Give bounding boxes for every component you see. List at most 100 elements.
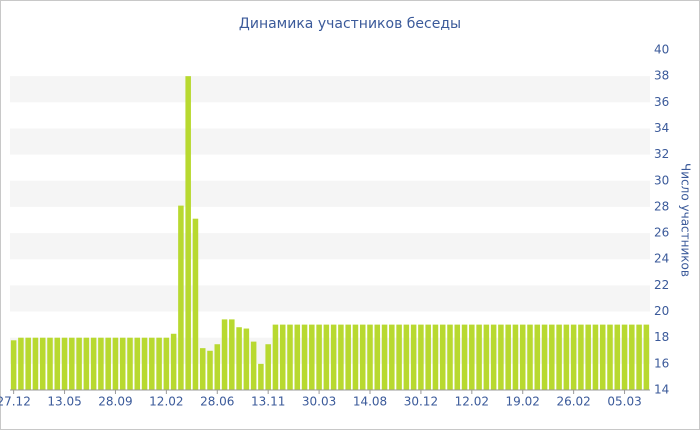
bar bbox=[374, 324, 381, 390]
x-tick-label: 30.03 bbox=[302, 395, 336, 409]
bar bbox=[621, 324, 628, 390]
bar bbox=[425, 324, 431, 390]
x-tick-label: 30.12 bbox=[404, 395, 438, 409]
bar bbox=[432, 324, 439, 390]
bar bbox=[127, 337, 133, 390]
grid-band bbox=[10, 285, 650, 312]
grid-band bbox=[10, 180, 650, 207]
bar bbox=[599, 324, 606, 390]
bar bbox=[265, 344, 271, 390]
bar bbox=[54, 337, 61, 390]
bar bbox=[243, 328, 250, 390]
bar bbox=[10, 340, 17, 390]
bar bbox=[636, 324, 642, 390]
bar bbox=[309, 324, 315, 390]
y-tick-label: 18 bbox=[654, 330, 669, 344]
bar bbox=[549, 324, 555, 390]
bar bbox=[316, 324, 322, 390]
chart-title: Динамика участников беседы bbox=[239, 16, 461, 32]
bar bbox=[556, 324, 562, 390]
bar bbox=[563, 324, 570, 390]
bar bbox=[272, 324, 279, 390]
bar bbox=[469, 324, 475, 390]
bar bbox=[323, 324, 330, 390]
bar bbox=[359, 324, 366, 390]
bar bbox=[47, 337, 53, 390]
x-tick-label: 27.12 bbox=[0, 395, 31, 409]
y-tick-label: 40 bbox=[654, 43, 669, 57]
x-tick-label: 13.05 bbox=[47, 395, 81, 409]
bar bbox=[61, 337, 68, 390]
bar bbox=[519, 324, 526, 390]
bar bbox=[69, 337, 75, 390]
x-tick-label: 12.02 bbox=[149, 395, 183, 409]
y-tick-label: 16 bbox=[654, 356, 669, 370]
bar bbox=[258, 363, 264, 390]
bar bbox=[90, 337, 97, 390]
bar bbox=[381, 324, 388, 390]
bar bbox=[134, 337, 141, 390]
bar bbox=[541, 324, 548, 390]
bar bbox=[447, 324, 453, 390]
bar bbox=[214, 344, 221, 390]
bar bbox=[229, 319, 235, 390]
bar bbox=[76, 337, 82, 390]
x-tick-label: 28.09 bbox=[98, 395, 132, 409]
bar bbox=[301, 324, 308, 390]
bar bbox=[156, 337, 162, 390]
bar bbox=[163, 337, 170, 390]
grid-band bbox=[10, 76, 650, 103]
bar bbox=[279, 324, 286, 390]
bar bbox=[396, 324, 402, 390]
bar bbox=[119, 337, 126, 390]
y-tick-label: 28 bbox=[654, 199, 669, 213]
y-tick-label: 38 bbox=[654, 69, 669, 83]
bar bbox=[221, 319, 228, 390]
bar bbox=[207, 350, 213, 390]
bar bbox=[476, 324, 482, 390]
bar bbox=[105, 337, 111, 390]
bar bbox=[585, 324, 591, 390]
y-tick-label: 34 bbox=[654, 121, 669, 135]
bar bbox=[570, 324, 577, 390]
bar bbox=[83, 337, 90, 390]
y-tick-label: 30 bbox=[654, 173, 669, 187]
bar bbox=[614, 324, 621, 390]
bar bbox=[250, 341, 257, 390]
y-tick-label: 36 bbox=[654, 95, 669, 109]
bar bbox=[141, 337, 148, 390]
bar bbox=[185, 76, 191, 391]
bar bbox=[39, 337, 46, 390]
x-tick-label: 05.03 bbox=[607, 395, 641, 409]
bar bbox=[345, 324, 351, 390]
y-axis-label: Число участников bbox=[679, 163, 693, 277]
bar bbox=[112, 337, 119, 390]
bar bbox=[338, 324, 344, 390]
bar bbox=[410, 324, 417, 390]
x-tick-label: 26.02 bbox=[556, 395, 590, 409]
bar bbox=[32, 337, 39, 390]
bar bbox=[403, 324, 410, 390]
bar bbox=[592, 324, 599, 390]
bar bbox=[330, 324, 337, 390]
bar bbox=[418, 324, 424, 390]
bar bbox=[490, 324, 497, 390]
x-tick-label: 19.02 bbox=[506, 395, 540, 409]
x-tick-label: 28.06 bbox=[200, 395, 234, 409]
y-tick-label: 26 bbox=[654, 226, 669, 240]
bar bbox=[505, 324, 511, 390]
bar bbox=[461, 324, 468, 390]
bar bbox=[18, 337, 24, 390]
bar bbox=[512, 324, 519, 390]
bar bbox=[439, 324, 446, 390]
x-tick-label: 14.08 bbox=[353, 395, 387, 409]
bar bbox=[192, 218, 199, 390]
y-tick-label: 24 bbox=[654, 252, 669, 266]
bar bbox=[98, 337, 104, 390]
bar bbox=[643, 324, 650, 390]
bar bbox=[170, 333, 177, 390]
bar bbox=[454, 324, 461, 390]
grid-band bbox=[10, 128, 650, 155]
bar bbox=[25, 337, 31, 390]
